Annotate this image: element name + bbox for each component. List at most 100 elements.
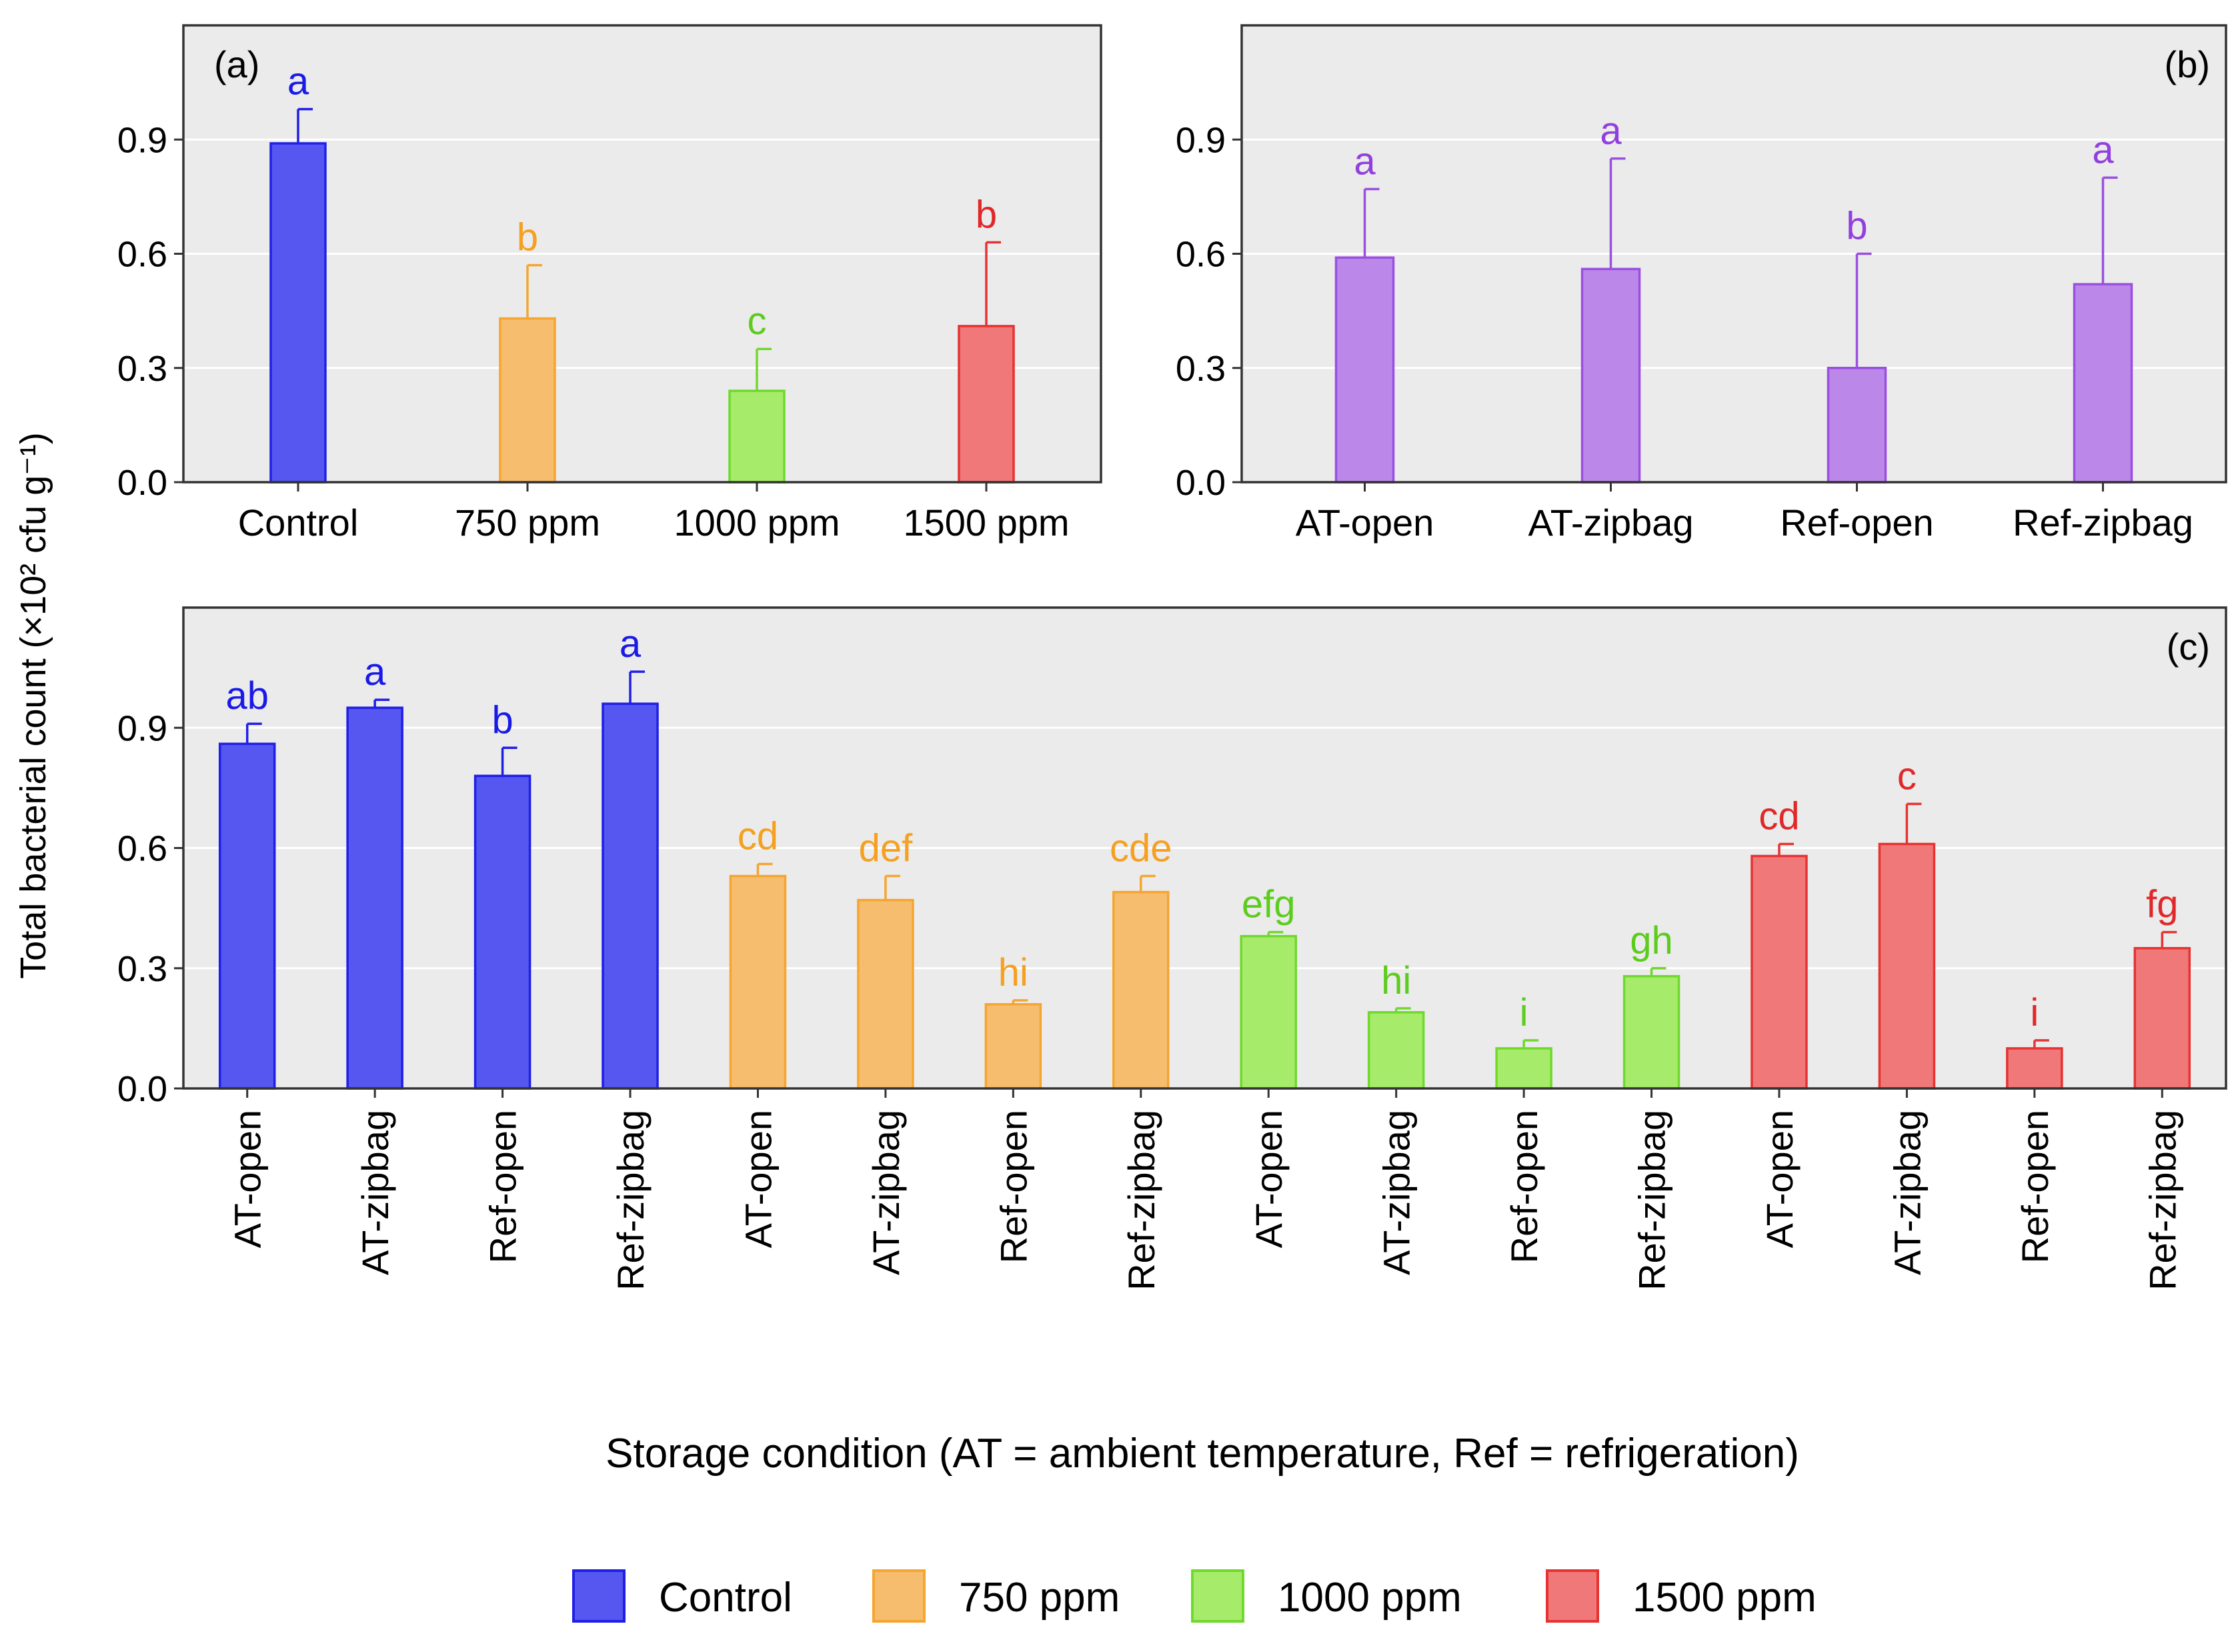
bar xyxy=(1751,854,1808,1090)
bar xyxy=(1495,1047,1552,1090)
x-tick-label: AT-zipbag xyxy=(865,1110,907,1275)
significance-letter: cde xyxy=(1110,827,1172,870)
significance-letter: a xyxy=(620,622,642,666)
y-tick-label: 0.3 xyxy=(117,349,167,389)
significance-letter: a xyxy=(364,650,386,694)
bar xyxy=(269,142,327,484)
x-tick-label: AT-open xyxy=(227,1110,269,1249)
significance-letter: b xyxy=(976,193,997,236)
x-tick-label: Ref-zipbag xyxy=(1631,1110,1673,1291)
plot-frame xyxy=(1240,24,2227,484)
x-tick-label: AT-zipbag xyxy=(354,1110,396,1275)
bar xyxy=(729,874,787,1090)
x-tick-label: Ref-zipbag xyxy=(610,1110,652,1291)
y-tick-label: 0.9 xyxy=(117,120,167,160)
legend-swatch xyxy=(872,1569,926,1623)
x-tick-label: AT-zipbag xyxy=(1886,1110,1928,1275)
significance-letter: ab xyxy=(225,674,269,718)
y-tick-label: 0.0 xyxy=(1176,463,1226,503)
significance-letter: i xyxy=(2030,991,2039,1034)
x-tick-label: AT-open xyxy=(1296,502,1434,544)
plot-frame xyxy=(182,606,2227,1090)
x-tick-label: Ref-open xyxy=(1780,502,1933,544)
significance-letter: i xyxy=(1520,991,1528,1034)
x-tick-label: AT-open xyxy=(1248,1110,1290,1249)
panel-1: 0.0 0.3 0.6 0.9 a AT-open a AT-zipbag b Ref-open a… xyxy=(1176,24,2227,544)
x-axis-title: Storage condition (AT = ambient temperat… xyxy=(606,1431,1799,1477)
legend-label: 1500 ppm xyxy=(1632,1575,1817,1621)
y-tick-label: 0.0 xyxy=(117,1069,167,1109)
y-tick-label: 0.0 xyxy=(117,463,167,503)
panel-2: 0.0 0.3 0.6 0.9 ab AT-open a AT-zipbag b Ref-open… xyxy=(117,606,2227,1291)
y-axis-title: Total bacterial count (×10² cfu g⁻¹) xyxy=(13,432,53,978)
bar xyxy=(857,898,914,1090)
x-tick-label: AT-zipbag xyxy=(1376,1110,1418,1275)
significance-letter: def xyxy=(859,827,914,870)
x-tick-label: 750 ppm xyxy=(455,502,600,544)
panel-0: 0.0 0.3 0.6 0.9 a Control b 750 ppm c 1000 ppm b 15… xyxy=(117,24,1102,544)
x-tick-label: AT-open xyxy=(1759,1110,1801,1249)
bar xyxy=(218,742,276,1090)
bar xyxy=(984,1003,1042,1090)
x-tick-label: Ref-zipbag xyxy=(2013,502,2193,544)
bar xyxy=(1112,890,1170,1090)
significance-letter: b xyxy=(517,216,538,259)
significance-letter: hi xyxy=(998,951,1028,994)
bar xyxy=(346,706,403,1090)
bar xyxy=(499,317,556,484)
panel-label: (b) xyxy=(2165,43,2210,85)
significance-letter: b xyxy=(491,698,513,742)
legend-swatch xyxy=(1191,1569,1244,1623)
legend-label: 1000 ppm xyxy=(1278,1575,1462,1621)
bar xyxy=(1334,256,1395,484)
bar xyxy=(1622,975,1681,1090)
significance-letter: hi xyxy=(1381,959,1411,1002)
bar xyxy=(1240,934,1297,1090)
bar xyxy=(2006,1047,2063,1090)
x-tick-label: Control xyxy=(238,502,359,544)
significance-letter: a xyxy=(1600,109,1622,153)
bar xyxy=(728,389,786,484)
significance-letter: a xyxy=(2092,128,2114,171)
bar xyxy=(2073,283,2133,484)
y-tick-label: 0.9 xyxy=(1176,120,1226,160)
plot-frame xyxy=(182,24,1102,484)
significance-letter: b xyxy=(1846,205,1867,248)
panels: 0.0 0.3 0.6 0.9 a Control b 750 ppm c 1000 ppm b 15… xyxy=(117,24,2227,1291)
y-tick-label: 0.9 xyxy=(117,708,167,748)
panel-label: (a) xyxy=(214,43,259,85)
legend: Control 750 ppm 1000 ppm 1500 ppm xyxy=(572,1569,1817,1623)
significance-letter: c xyxy=(748,299,767,343)
x-tick-label: Ref-open xyxy=(2014,1110,2056,1263)
bar xyxy=(958,325,1015,484)
significance-letter: gh xyxy=(1630,919,1673,962)
y-tick-label: 0.3 xyxy=(1176,349,1226,389)
significance-letter: a xyxy=(287,60,309,103)
significance-letter: fg xyxy=(2146,883,2178,926)
bar xyxy=(1367,1011,1425,1090)
significance-letter: c xyxy=(1897,754,1917,798)
y-tick-label: 0.6 xyxy=(1176,235,1226,275)
significance-letter: cd xyxy=(738,815,778,858)
legend-swatch xyxy=(572,1569,626,1623)
bar xyxy=(602,702,659,1090)
x-tick-label: Ref-zipbag xyxy=(2141,1110,2183,1291)
significance-letter: cd xyxy=(1759,794,1799,838)
bar xyxy=(1580,267,1641,484)
significance-letter: efg xyxy=(1242,883,1296,926)
legend-label: Control xyxy=(659,1575,792,1621)
y-tick-label: 0.6 xyxy=(117,829,167,869)
x-tick-label: Ref-open xyxy=(482,1110,524,1263)
y-tick-label: 0.6 xyxy=(117,235,167,275)
bar xyxy=(2133,946,2191,1090)
x-tick-label: 1500 ppm xyxy=(903,502,1069,544)
x-tick-label: Ref-zipbag xyxy=(1120,1110,1162,1291)
legend-label: 750 ppm xyxy=(959,1575,1120,1621)
x-tick-label: AT-zipbag xyxy=(1528,502,1694,544)
y-tick-label: 0.3 xyxy=(117,949,167,989)
panel-label: (c) xyxy=(2167,626,2210,668)
bar xyxy=(1827,367,1887,484)
x-tick-label: AT-open xyxy=(737,1110,779,1249)
legend-swatch xyxy=(1546,1569,1599,1623)
significance-letter: a xyxy=(1354,139,1376,183)
